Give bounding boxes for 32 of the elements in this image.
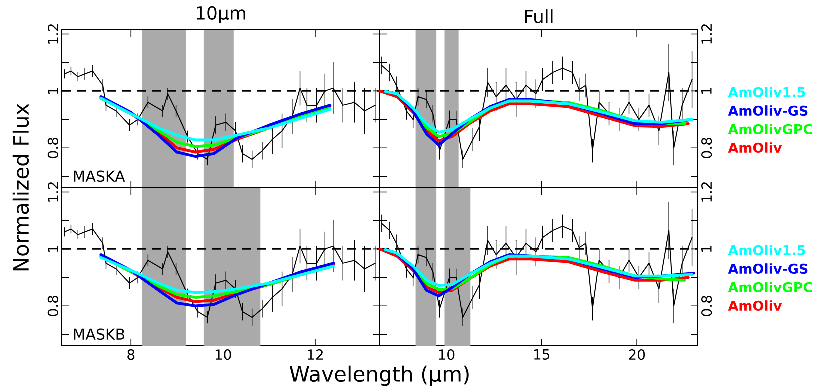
y-axis-title: Normalized Flux bbox=[12, 104, 30, 271]
y-tick-label: 0.8 bbox=[48, 138, 58, 158]
chart-title: 10μm bbox=[197, 6, 246, 24]
y-tick-label: 1.2 bbox=[48, 24, 58, 44]
x-tick-label: 10 bbox=[439, 350, 455, 360]
text: AmOlivGPC bbox=[728, 124, 812, 135]
x-tick-label: 12 bbox=[308, 350, 323, 360]
text: AmOliv1.5 bbox=[728, 245, 806, 256]
text: AmOliv-GS bbox=[728, 264, 808, 274]
y-tick-label: 0.8 bbox=[48, 296, 58, 316]
text: AmOliv bbox=[728, 142, 782, 154]
y-tick-label: 1 bbox=[48, 246, 58, 252]
x-axis-title: Wavelength (μm) bbox=[290, 366, 469, 386]
text: AmOlivGPC bbox=[728, 282, 812, 293]
annotation: MASKA bbox=[74, 170, 126, 182]
chart-title: Full bbox=[525, 10, 553, 24]
y-tick-label: 1 bbox=[48, 88, 58, 94]
y-tick-label: 1 bbox=[702, 246, 712, 252]
x-tick-label: 15 bbox=[534, 350, 550, 360]
x-tick-label: 10 bbox=[216, 350, 232, 360]
text: AmOliv1.5 bbox=[728, 87, 806, 98]
y-tick-label: 0.8 bbox=[702, 296, 712, 316]
x-tick-label: 8 bbox=[128, 350, 135, 360]
annotation: MASKB bbox=[74, 328, 125, 340]
text: AmOliv-GS bbox=[728, 106, 808, 116]
y-tick-label: 1.2 bbox=[48, 182, 58, 202]
y-tick-label: 0.8 bbox=[702, 138, 712, 158]
text: AmOliv bbox=[728, 300, 782, 312]
y-tick-label: 1.2 bbox=[702, 24, 712, 44]
y-tick-label: 1.2 bbox=[702, 182, 712, 202]
y-tick-label: 1 bbox=[702, 88, 712, 94]
x-tick-label: 20 bbox=[629, 350, 646, 360]
